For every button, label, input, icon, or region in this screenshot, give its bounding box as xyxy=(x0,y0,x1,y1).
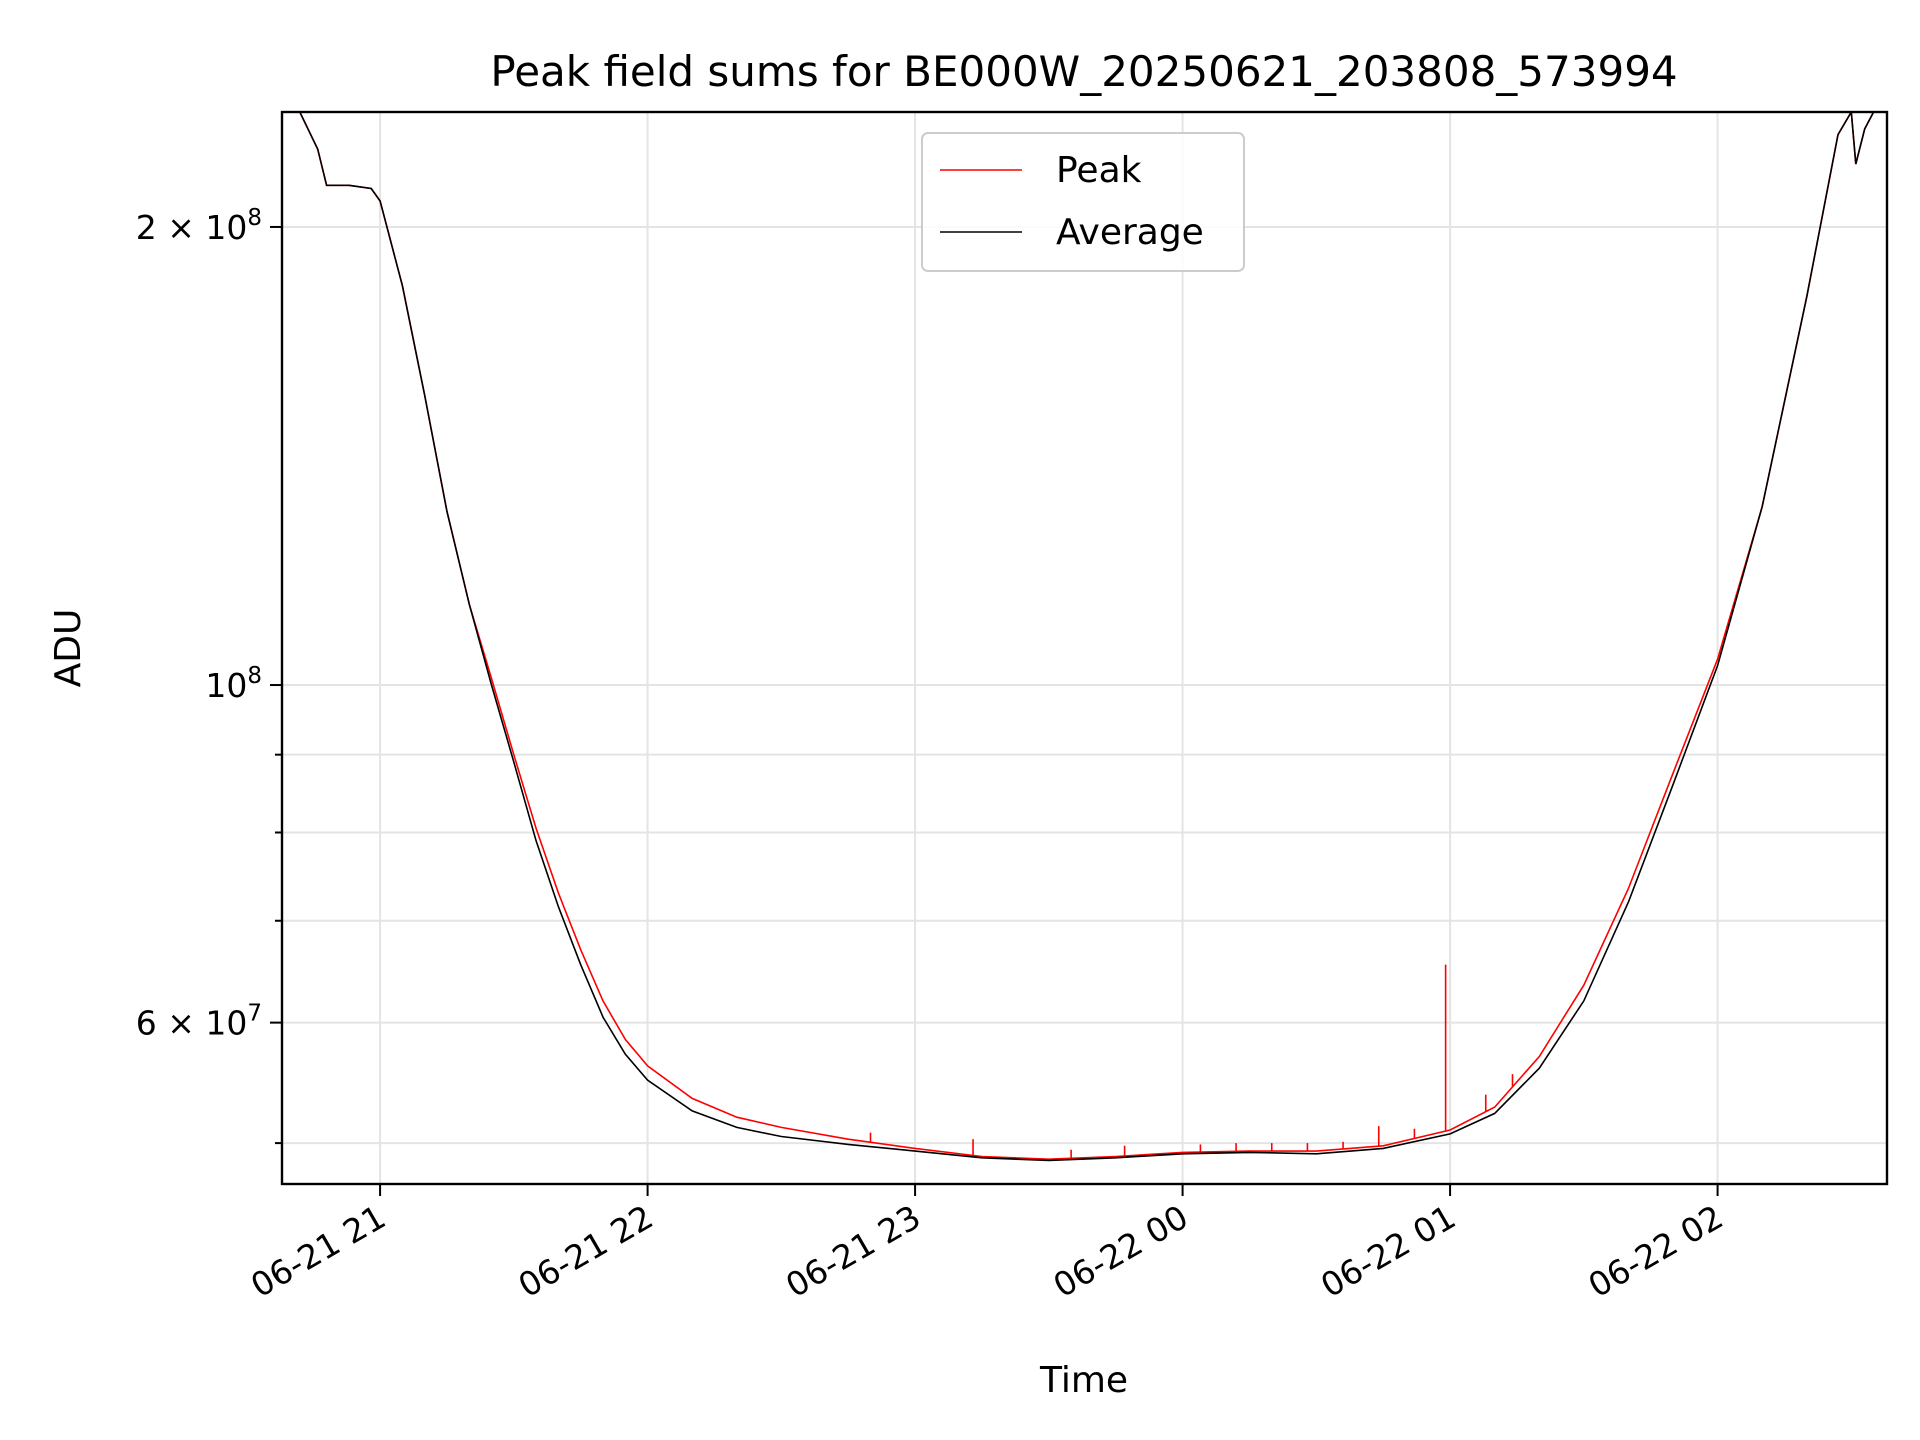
plot-frame xyxy=(280,110,1889,1186)
legend-label-peak: Peak xyxy=(1056,150,1142,191)
x-axis-label: Time xyxy=(1039,1360,1128,1401)
y-tick-label: 108 xyxy=(205,663,262,705)
y-axis-label: ADU xyxy=(48,609,89,688)
y-tick-label: 6 × 107 xyxy=(136,1001,262,1043)
y-tick-label: 2 × 108 xyxy=(136,205,262,247)
legend: Peak Average xyxy=(921,132,1245,272)
legend-box xyxy=(921,132,1245,272)
legend-label-average: Average xyxy=(1056,212,1204,253)
y-axis: 2 × 108 108 6 × 107 xyxy=(136,205,282,1145)
series-line-average xyxy=(282,112,1887,1162)
chart-title: Peak field sums for BE000W_20250621_2038… xyxy=(490,47,1677,96)
series-layer xyxy=(282,112,1887,1162)
